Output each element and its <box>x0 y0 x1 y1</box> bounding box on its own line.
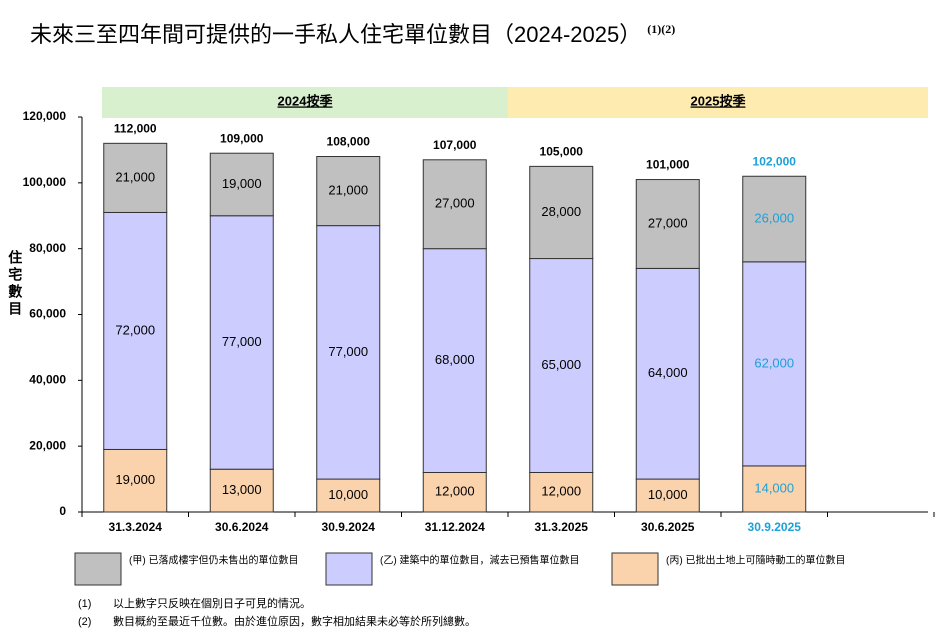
bar-value-label: 65,000 <box>541 357 581 372</box>
bar-value-label: 27,000 <box>648 215 688 230</box>
bar-value-label: 10,000 <box>648 487 688 502</box>
note-text: 數目概約至最近千位數。由於進位原因，數字相加結果未必等於所列總數。 <box>113 614 476 628</box>
legend-label: (甲) 已落成樓宇但仍未售出的單位數目 <box>129 554 298 567</box>
bar-segment <box>316 478 381 513</box>
y-axis-label: 住宅數目 <box>7 249 23 318</box>
chart-title: 未來三至四年間可提供的一手私人住宅單位數目（2024-2025） <box>30 22 641 47</box>
bar-value-label: 26,000 <box>754 210 794 225</box>
title-note: (1)(2) <box>647 22 675 36</box>
bar-value-label: 13,000 <box>222 482 262 497</box>
bar-segment <box>529 258 594 473</box>
bar-segment <box>635 179 700 269</box>
x-tick-label: 31.12.2024 <box>425 520 485 534</box>
bar-value-label: 10,000 <box>328 487 368 502</box>
period-label: 2024按季 <box>278 93 333 108</box>
bar-value-label: 77,000 <box>222 334 262 349</box>
bar-segment <box>742 465 807 513</box>
y-tick-label: 0 <box>59 504 66 518</box>
bar-segment <box>209 215 274 470</box>
y-tick-label: 100,000 <box>23 175 67 189</box>
legend-swatch <box>325 552 373 586</box>
bar-value-label: 62,000 <box>754 355 794 370</box>
total-label: 107,000 <box>433 138 477 152</box>
total-label: 102,000 <box>753 154 797 168</box>
y-tick-label: 20,000 <box>29 438 66 452</box>
bar-segment <box>422 159 487 250</box>
bar-segment <box>742 261 807 467</box>
bar-value-label: 19,000 <box>222 176 262 191</box>
bar-segment <box>529 165 594 260</box>
period-band <box>102 87 508 118</box>
bar-value-label: 64,000 <box>648 365 688 380</box>
legend-swatch <box>611 552 659 586</box>
bar-segment <box>635 267 700 480</box>
total-label: 101,000 <box>646 158 690 172</box>
total-label: 105,000 <box>540 145 584 159</box>
bar-segment <box>103 448 168 513</box>
bar-segment <box>742 175 807 263</box>
bar-value-label: 68,000 <box>435 352 475 367</box>
legend-label: (乙) 建築中的單位數目，減去已預售單位數目 <box>380 554 579 567</box>
bar-segment <box>209 152 274 217</box>
note-text: 以上數字只反映在個別日子可見的情況。 <box>113 596 311 610</box>
total-label: 109,000 <box>220 131 264 145</box>
bar-value-label: 14,000 <box>754 480 794 495</box>
period-label: 2025按季 <box>691 93 746 108</box>
x-tick-label: 30.6.2025 <box>641 520 695 534</box>
y-tick-label: 120,000 <box>23 109 67 123</box>
note-marker: (1) <box>78 598 91 610</box>
total-label: 112,000 <box>114 122 157 136</box>
bar-segment <box>529 472 594 513</box>
bar-segment <box>103 142 168 213</box>
bar-value-label: 28,000 <box>541 204 581 219</box>
bar-value-label: 19,000 <box>115 472 155 487</box>
x-tick-label: 31.3.2024 <box>109 520 163 534</box>
x-tick-label: 31.3.2025 <box>535 520 589 534</box>
note-marker: (2) <box>78 616 91 628</box>
bar-value-label: 77,000 <box>328 344 368 359</box>
period-band <box>508 87 928 118</box>
bar-value-label: 21,000 <box>115 169 155 184</box>
y-tick-label: 80,000 <box>29 241 66 255</box>
bar-segment <box>635 478 700 513</box>
bar-segment <box>316 156 381 227</box>
legend-swatch <box>74 552 122 586</box>
x-tick-label: 30.9.2024 <box>322 520 376 534</box>
x-tick-label: 30.9.2025 <box>748 520 802 534</box>
bar-value-label: 12,000 <box>541 484 581 499</box>
bar-segment <box>422 472 487 513</box>
bar-segment <box>316 225 381 480</box>
bar-value-label: 21,000 <box>328 183 368 198</box>
bar-value-label: 27,000 <box>435 196 475 211</box>
total-label: 108,000 <box>327 135 371 149</box>
bar-segment <box>103 211 168 450</box>
x-tick-label: 30.6.2024 <box>215 520 269 534</box>
y-tick-label: 60,000 <box>29 307 66 321</box>
bar-value-label: 12,000 <box>435 484 475 499</box>
legend-label: (丙) 已批出土地上可隨時動工的單位數目 <box>666 554 845 567</box>
y-tick-label: 40,000 <box>29 373 66 387</box>
bar-value-label: 72,000 <box>115 322 155 337</box>
